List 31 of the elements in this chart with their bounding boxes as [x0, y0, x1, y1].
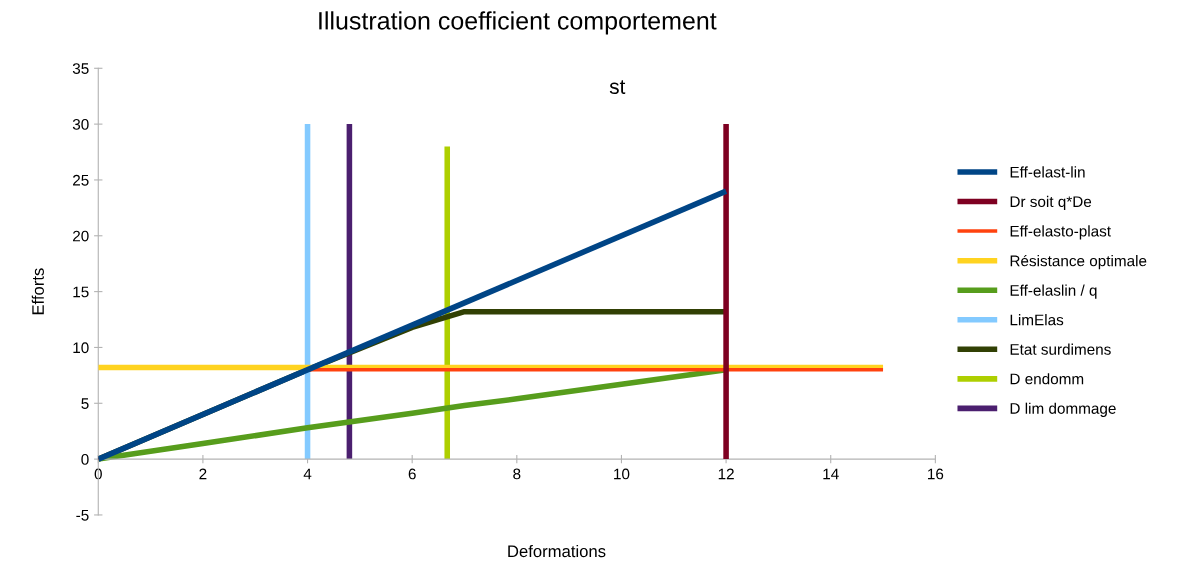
y-tick-label: 0 [81, 453, 89, 465]
y-tick-label: 25 [73, 174, 89, 186]
x-tick-label: 10 [614, 468, 630, 480]
legend-label: Eff-elasto-plast [1010, 225, 1111, 240]
legend-label: Dr soit q*De [1010, 195, 1092, 211]
x-tick-label: 0 [94, 468, 102, 480]
chart-title: Illustration coefficient comportement [319, 11, 717, 35]
x-tick-label: 14 [823, 468, 839, 480]
y-tick-label: 30 [72, 118, 89, 130]
y-tick-label: 15 [73, 286, 89, 298]
x-tick-label: 16 [928, 468, 944, 480]
x-tick-label: 4 [303, 468, 312, 480]
y-tick-label: 5 [81, 398, 89, 409]
annotation: st [609, 80, 626, 94]
legend-label: Etat surdimens [1010, 343, 1111, 355]
legend-label: Eff-elast-lin [1010, 166, 1085, 178]
x-tick-label: 2 [199, 468, 207, 480]
legend-label: LimElas [1010, 314, 1064, 326]
legend-label: Eff-elaslin / q [1010, 284, 1097, 299]
y-tick-label: -5 [76, 509, 89, 521]
y-tick-label: 10 [73, 342, 89, 354]
y-tick-label: 35 [72, 63, 89, 74]
x-tick-label: 8 [513, 468, 521, 480]
legend-label: Résistance optimale [1010, 254, 1147, 270]
legend-label: D lim dommage [1010, 402, 1116, 417]
x-axis-title: Deformations [508, 544, 606, 558]
x-tick-label: 12 [718, 468, 734, 480]
x-tick-label: 6 [408, 468, 416, 480]
legend-label: D endomm [1010, 373, 1084, 385]
y-axis-title: Efforts [31, 268, 44, 315]
y-tick-label: 20 [73, 230, 89, 242]
